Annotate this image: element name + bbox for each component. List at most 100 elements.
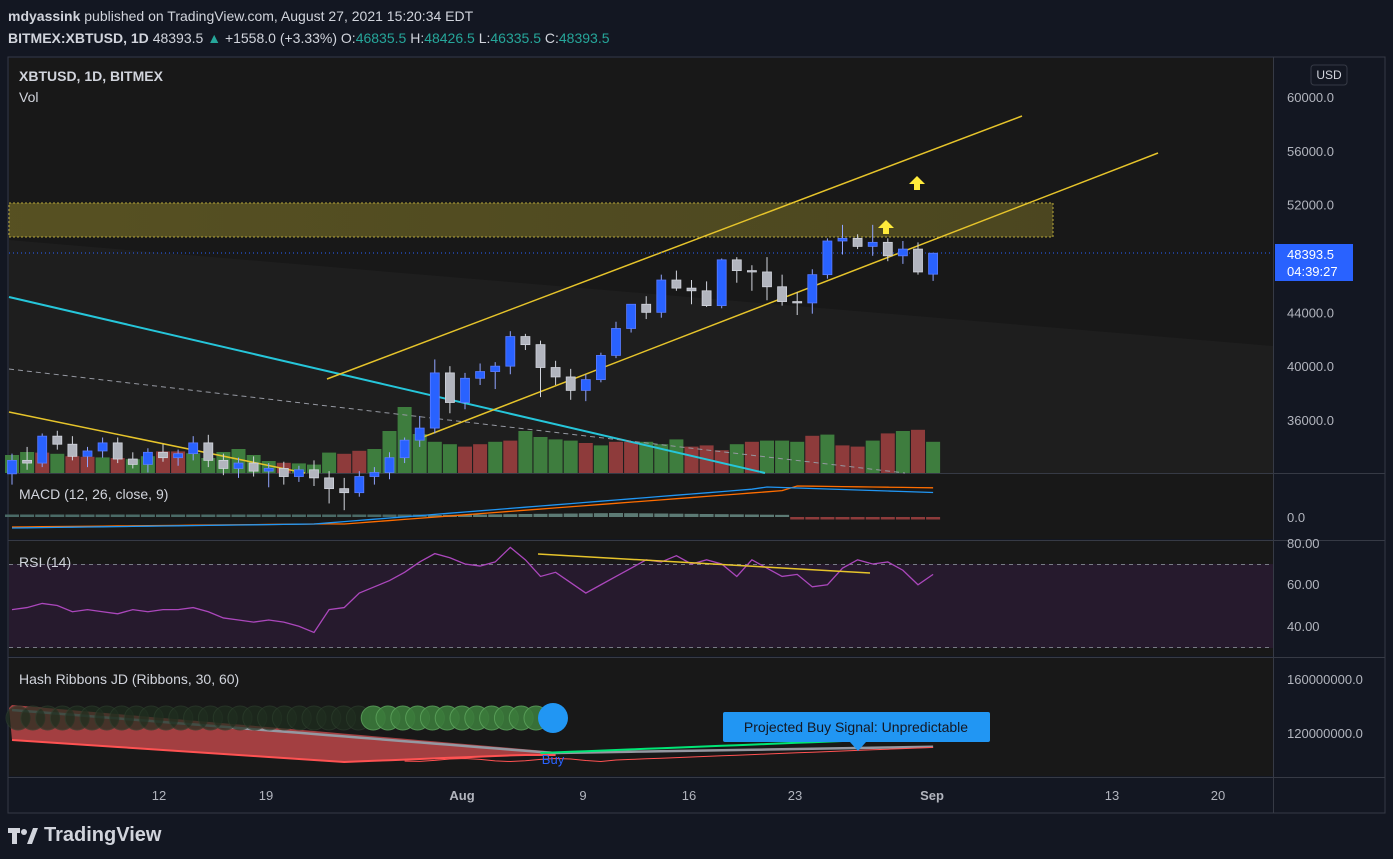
candle-body[interactable] xyxy=(641,303,652,313)
candle-body[interactable] xyxy=(505,336,516,367)
candle-body[interactable] xyxy=(158,451,168,459)
candle-body[interactable] xyxy=(429,372,440,429)
candle-body[interactable] xyxy=(52,435,63,445)
volume-bar xyxy=(548,439,563,473)
candle-body[interactable] xyxy=(656,279,667,313)
candle-body[interactable] xyxy=(263,468,274,472)
candle-body[interactable] xyxy=(188,442,199,455)
candle-body[interactable] xyxy=(913,248,923,273)
candle-body[interactable] xyxy=(339,488,350,494)
candle-body[interactable] xyxy=(218,459,229,469)
rsi-divergence-line[interactable] xyxy=(537,553,871,574)
candle-body[interactable] xyxy=(203,442,214,461)
macd-histogram-bar xyxy=(760,514,774,517)
candle-body[interactable] xyxy=(142,451,153,465)
currency-badge[interactable] xyxy=(1310,64,1348,86)
tradingview-brand[interactable]: TradingView xyxy=(8,824,161,847)
candle-body[interactable] xyxy=(898,248,908,257)
candle-body[interactable] xyxy=(611,328,621,356)
candle-body[interactable] xyxy=(7,459,17,475)
rsi-tick-label: 40.00 xyxy=(1287,619,1320,634)
candle-body[interactable] xyxy=(807,274,818,304)
candle-body[interactable] xyxy=(762,271,772,288)
candle-body[interactable] xyxy=(852,237,863,247)
hash-ribbon-line xyxy=(11,739,556,764)
macd-histogram-bar xyxy=(291,514,306,517)
candle-body[interactable] xyxy=(293,469,304,477)
candle-body[interactable] xyxy=(475,371,486,379)
rsi-tick-label: 80.00 xyxy=(1287,536,1320,551)
candle-body[interactable] xyxy=(309,469,319,479)
candle-body[interactable] xyxy=(837,237,848,242)
resistance-zone[interactable] xyxy=(8,202,1054,238)
volume-bar xyxy=(714,450,729,473)
candle-body[interactable] xyxy=(777,286,787,302)
macd-histogram-bar xyxy=(639,513,654,517)
candle-body[interactable] xyxy=(82,450,93,457)
up-arrow-icon[interactable] xyxy=(878,220,894,234)
candle-body[interactable] xyxy=(686,287,697,292)
author-name[interactable]: mdyassink xyxy=(8,8,81,24)
candle-body[interactable] xyxy=(792,301,803,304)
signal-callout[interactable] xyxy=(723,712,990,742)
candle-body[interactable] xyxy=(580,379,591,391)
candle-body[interactable] xyxy=(399,439,410,459)
candle-body[interactable] xyxy=(173,453,184,459)
candle-body[interactable] xyxy=(747,270,757,273)
candle-body[interactable] xyxy=(596,354,606,381)
channel-upper-line[interactable] xyxy=(326,115,1023,380)
candle-body[interactable] xyxy=(112,442,123,460)
symbol-label: BITMEX:XBTUSD, 1D xyxy=(8,30,149,46)
candle-body[interactable] xyxy=(550,367,561,378)
candle-body[interactable] xyxy=(37,435,48,464)
candle-body[interactable] xyxy=(701,290,712,307)
up-arrow-icon[interactable] xyxy=(909,176,925,190)
candle-body[interactable] xyxy=(671,279,682,289)
time-axis[interactable]: 12 19 Aug 9 16 23 Sep 13 20 xyxy=(152,788,1225,803)
candle-body[interactable] xyxy=(324,477,335,490)
macd-histogram-bar xyxy=(322,514,337,517)
buy-signal-dot[interactable] xyxy=(538,703,568,733)
candle-body[interactable] xyxy=(414,427,425,441)
candle-body[interactable] xyxy=(460,377,470,403)
candle-body[interactable] xyxy=(278,468,289,477)
volume-bar xyxy=(427,441,442,473)
volume-bar xyxy=(609,441,623,473)
candle-body[interactable] xyxy=(928,252,938,275)
candle-body[interactable] xyxy=(822,240,833,276)
macd-pane[interactable] xyxy=(9,474,1273,539)
candle-body[interactable] xyxy=(127,458,138,465)
candle-body[interactable] xyxy=(490,365,501,372)
open-label: O: xyxy=(340,30,356,46)
candle-body[interactable] xyxy=(716,259,727,307)
publish-info: mdyassink published on TradingView.com, … xyxy=(8,8,473,24)
candle-body[interactable] xyxy=(369,472,380,477)
candle-body[interactable] xyxy=(535,344,546,368)
candle-body[interactable] xyxy=(731,259,742,272)
price-axis[interactable]: 60000.056000.052000.048000.044000.040000… xyxy=(1287,90,1363,741)
candle-body[interactable] xyxy=(248,462,259,472)
candles-layer[interactable] xyxy=(7,224,938,511)
candle-body[interactable] xyxy=(565,376,576,391)
candle-body[interactable] xyxy=(97,442,108,452)
last-price-badge xyxy=(1275,244,1353,281)
candle-body[interactable] xyxy=(67,443,78,457)
macd-histogram-bar xyxy=(714,514,729,517)
volume-bar xyxy=(518,431,533,473)
candle-body[interactable] xyxy=(22,459,33,464)
dashed-trendline[interactable] xyxy=(8,368,906,474)
cyan-trendline[interactable] xyxy=(8,296,766,474)
candle-body[interactable] xyxy=(626,303,636,329)
candle-body[interactable] xyxy=(520,336,531,346)
candle-body[interactable] xyxy=(882,241,893,257)
volume-bar xyxy=(865,440,880,473)
candle-body[interactable] xyxy=(384,457,395,473)
channel-lower-line[interactable] xyxy=(417,152,1159,440)
candle-body[interactable] xyxy=(233,462,244,469)
candle-body[interactable] xyxy=(867,241,878,247)
low-value: 46335.5 xyxy=(490,30,541,46)
candle-body[interactable] xyxy=(354,476,365,494)
candle-body[interactable] xyxy=(444,372,455,403)
macd-histogram-bar xyxy=(5,514,19,517)
